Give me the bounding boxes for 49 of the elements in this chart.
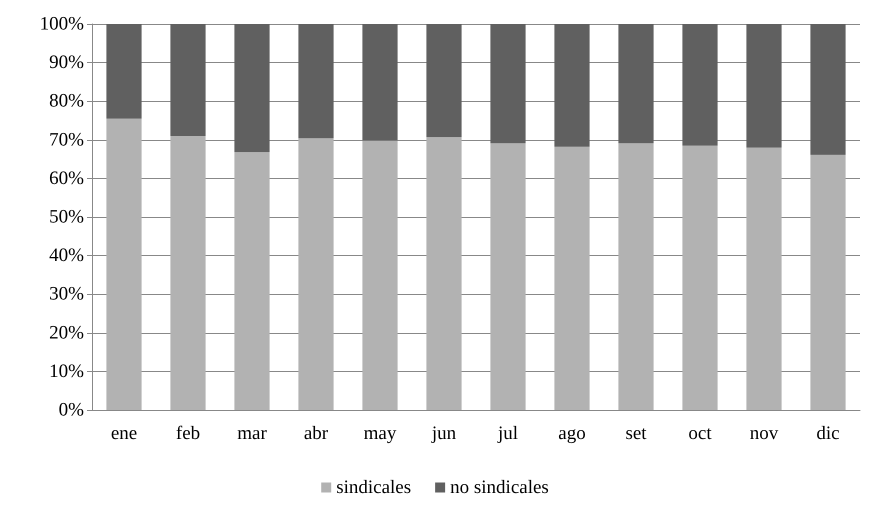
bar bbox=[426, 24, 462, 138]
bar bbox=[170, 24, 206, 136]
x-tick-label: set bbox=[625, 423, 648, 444]
x-tick-label: ago bbox=[558, 423, 586, 444]
y-tick-label: 70% bbox=[49, 129, 84, 150]
bar bbox=[682, 146, 718, 410]
y-tick-label: 20% bbox=[49, 322, 84, 344]
x-tick-label: abr bbox=[304, 423, 329, 444]
y-tick-label: 100% bbox=[40, 14, 84, 34]
x-tick-label: jun bbox=[430, 423, 457, 444]
bar bbox=[234, 152, 270, 410]
bar bbox=[234, 24, 270, 152]
bar bbox=[682, 24, 718, 146]
bar bbox=[362, 140, 398, 410]
x-tick-label: dic bbox=[816, 423, 840, 444]
bar bbox=[810, 154, 846, 410]
legend-label: sindicales bbox=[336, 477, 412, 498]
bar bbox=[362, 24, 398, 141]
x-tick-label: feb bbox=[176, 423, 200, 444]
bar bbox=[170, 136, 206, 410]
bar bbox=[106, 118, 142, 410]
bar bbox=[618, 24, 654, 144]
y-tick-label: 0% bbox=[58, 400, 84, 420]
y-tick-label: 90% bbox=[49, 52, 84, 74]
bar bbox=[426, 137, 462, 410]
x-tick-label: nov bbox=[750, 423, 779, 444]
x-tick-label: may bbox=[364, 423, 397, 444]
x-tick-label: oct bbox=[688, 423, 712, 444]
y-tick-label: 60% bbox=[49, 168, 84, 189]
bar bbox=[746, 24, 782, 148]
legend-label: no sindicales bbox=[450, 477, 549, 498]
bar bbox=[106, 24, 142, 119]
x-tick-label: jul bbox=[496, 423, 518, 444]
bar bbox=[554, 24, 590, 147]
bar bbox=[490, 143, 526, 410]
y-tick-label: 10% bbox=[49, 360, 84, 382]
y-tick-label: 40% bbox=[49, 245, 84, 266]
y-tick-label: 80% bbox=[49, 90, 84, 112]
y-tick-label: 50% bbox=[49, 206, 84, 228]
bar bbox=[618, 143, 654, 410]
x-tick-label: mar bbox=[237, 423, 268, 444]
bar bbox=[490, 24, 526, 144]
bar bbox=[746, 148, 782, 410]
bar bbox=[810, 24, 846, 155]
bar bbox=[554, 146, 590, 410]
bar bbox=[298, 24, 334, 138]
y-tick-label: 30% bbox=[49, 284, 84, 305]
bar bbox=[298, 138, 334, 410]
x-tick-label: ene bbox=[110, 423, 138, 444]
